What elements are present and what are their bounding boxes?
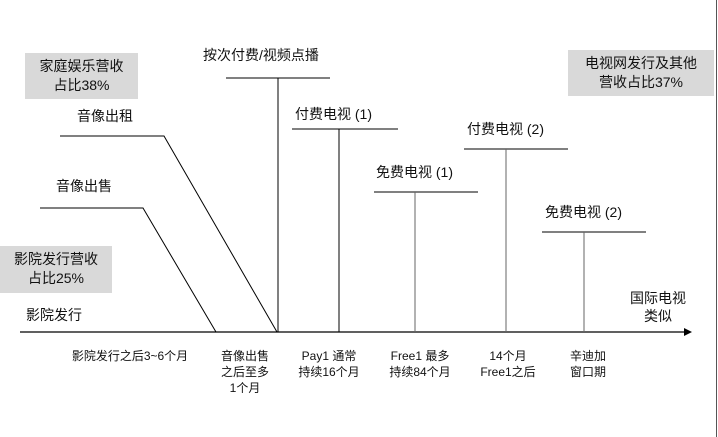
- theatrical-share-box: 影院发行营收 占比25%: [0, 246, 112, 293]
- tick-line: 辛迪加: [569, 349, 607, 363]
- tick-line: 14个月: [489, 349, 527, 363]
- label-pay-tv-1: 付费电视 (1): [295, 106, 372, 122]
- label-line: 国际电视: [630, 290, 686, 306]
- tick-line: 影院发行之后3~6个月: [71, 349, 189, 363]
- box-line: 占比38%: [53, 77, 110, 93]
- label-video-sale: 音像出售: [56, 178, 112, 194]
- label-video-rental: 音像出租: [77, 108, 133, 124]
- tick-line: 窗口期: [569, 365, 607, 379]
- box-line: 影院发行营收: [14, 251, 98, 267]
- label-pay-tv-2: 付费电视 (2): [467, 121, 544, 137]
- box-line: 电视网发行及其他: [585, 55, 697, 71]
- axis-label-pay2-window: 14个月 Free1之后: [480, 348, 535, 380]
- axis-label-syndication-window: 辛迪加 窗口期: [570, 348, 606, 380]
- label-international-tv: 国际电视 类似: [630, 289, 686, 325]
- video-sale-line: [40, 207, 217, 333]
- axis-label-free1-window: Free1 最多 持续84个月: [389, 348, 450, 380]
- axis-label-rental-window: 音像出售 之后至多 1个月: [221, 348, 269, 396]
- tick-line: Free1之后: [480, 365, 536, 379]
- label-line: 类似: [644, 308, 672, 324]
- label-ppv-vod: 按次付费/视频点播: [203, 47, 319, 63]
- axis-label-video-window: 影院发行之后3~6个月: [72, 348, 188, 364]
- label-free-tv-1: 免费电视 (1): [376, 164, 453, 180]
- label-free-tv-2: 免费电视 (2): [545, 204, 622, 220]
- tick-line: 1个月: [229, 381, 261, 395]
- frame-border: [716, 0, 717, 437]
- tick-line: 持续84个月: [389, 365, 451, 379]
- box-line: 占比25%: [27, 270, 85, 286]
- tick-line: Pay1 通常: [301, 349, 357, 363]
- axis-arrowhead: [684, 328, 692, 336]
- box-line: 营收占比37%: [598, 74, 684, 90]
- tv-network-share-box: 电视网发行及其他 营收占比37%: [568, 50, 714, 96]
- tick-line: 持续16个月: [298, 365, 360, 379]
- box-line: 家庭娱乐营收: [39, 58, 124, 74]
- video-rental-line: [60, 135, 278, 333]
- tick-line: 音像出售: [220, 349, 270, 363]
- home-entertainment-share-box: 家庭娱乐营收 占比38%: [25, 53, 138, 99]
- tick-line: Free1 最多: [390, 349, 450, 363]
- axis-label-pay1-window: Pay1 通常 持续16个月: [298, 348, 359, 380]
- tick-line: 之后至多: [220, 365, 270, 379]
- label-theatrical: 影院发行: [26, 307, 82, 323]
